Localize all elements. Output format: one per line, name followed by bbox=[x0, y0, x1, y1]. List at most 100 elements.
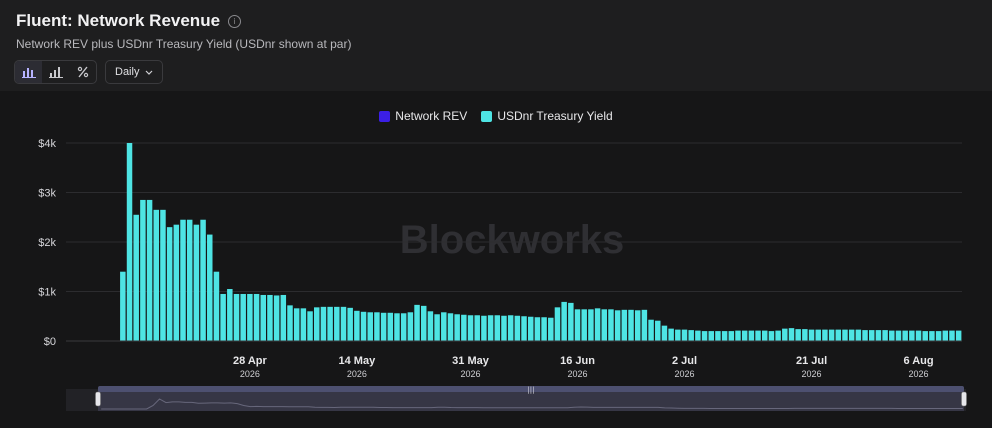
legend-item-network-rev[interactable]: Network REV bbox=[379, 109, 467, 123]
bar-treasury-yield bbox=[527, 316, 534, 341]
legend-label-treasury-yield: USDnr Treasury Yield bbox=[497, 109, 613, 123]
bar-treasury-yield bbox=[126, 143, 133, 341]
bar-treasury-yield bbox=[855, 329, 862, 341]
bar-treasury-yield bbox=[634, 310, 641, 341]
legend-swatch-network-rev bbox=[379, 110, 391, 122]
y-tick-label: $4k bbox=[38, 138, 56, 150]
navigator-track bbox=[66, 389, 966, 411]
bar-treasury-yield bbox=[628, 309, 634, 341]
bar-treasury-yield bbox=[441, 312, 447, 341]
bar-treasury-yield bbox=[762, 330, 768, 341]
stacked-bar-chart-button[interactable] bbox=[42, 61, 69, 83]
bar-treasury-yield bbox=[661, 325, 668, 341]
bar-treasury-yield bbox=[140, 199, 146, 341]
y-tick-label: $2k bbox=[38, 237, 56, 249]
legend-item-treasury-yield[interactable]: USDnr Treasury Yield bbox=[481, 109, 613, 123]
bar-treasury-yield bbox=[300, 308, 307, 341]
bar-treasury-yield bbox=[808, 329, 815, 341]
x-tick-year: 2026 bbox=[909, 369, 929, 379]
bar-treasury-yield bbox=[868, 330, 875, 341]
bar-treasury-yield bbox=[862, 330, 868, 341]
chart-type-toggle bbox=[14, 60, 97, 84]
navigator-series-line bbox=[101, 398, 963, 410]
bar-treasury-yield bbox=[741, 330, 748, 341]
x-tick-year: 2026 bbox=[568, 369, 588, 379]
chevron-down-icon bbox=[146, 70, 153, 75]
bar-treasury-yield bbox=[374, 312, 380, 341]
legend-swatch-treasury-yield bbox=[481, 110, 493, 122]
bar-treasury-yield bbox=[481, 315, 487, 341]
bar-treasury-yield bbox=[213, 271, 220, 341]
bar-treasury-yield bbox=[173, 224, 180, 341]
bar-treasury-yield bbox=[414, 304, 420, 341]
bar-treasury-yield bbox=[307, 311, 313, 341]
bar-treasury-yield bbox=[260, 294, 266, 341]
navigator-scrollbar bbox=[98, 386, 964, 392]
x-tick-year: 2026 bbox=[240, 369, 260, 379]
bar-treasury-yield bbox=[688, 330, 694, 341]
bar-treasury-yield bbox=[146, 199, 153, 341]
bar-treasury-yield bbox=[220, 293, 226, 341]
bar-treasury-yield bbox=[153, 209, 160, 341]
bar-treasury-yield bbox=[922, 331, 928, 341]
bar-treasury-yield bbox=[541, 317, 547, 341]
bar-chart-button[interactable] bbox=[15, 61, 42, 83]
bar-treasury-yield bbox=[320, 306, 327, 341]
bar-treasury-yield bbox=[588, 309, 594, 341]
bar-treasury-yield bbox=[474, 315, 480, 341]
bar-treasury-yield bbox=[909, 330, 915, 341]
x-tick-label: 31 May bbox=[452, 355, 490, 367]
bar-treasury-yield bbox=[875, 330, 882, 341]
bar-treasury-yield bbox=[935, 331, 942, 341]
bar-treasury-yield bbox=[681, 329, 688, 341]
bar-treasury-yield bbox=[614, 310, 621, 341]
percent-chart-button[interactable] bbox=[69, 61, 96, 83]
bar-treasury-yield bbox=[434, 314, 440, 341]
bar-treasury-yield bbox=[200, 219, 206, 341]
bar-treasury-yield bbox=[501, 315, 507, 341]
watermark-text: Blockworks bbox=[400, 218, 625, 262]
bar-treasury-yield bbox=[715, 331, 721, 341]
bar-treasury-yield bbox=[608, 309, 614, 341]
bar-treasury-yield bbox=[354, 310, 360, 341]
bar-treasury-yield bbox=[721, 331, 728, 341]
bar-treasury-yield bbox=[775, 330, 781, 341]
bar-treasury-yield bbox=[768, 331, 775, 341]
bar-treasury-yield bbox=[655, 320, 661, 341]
bar-treasury-yield bbox=[521, 316, 527, 341]
bar-treasury-yield bbox=[675, 329, 681, 341]
bar-treasury-yield bbox=[186, 219, 193, 341]
bar-treasury-yield bbox=[822, 329, 828, 341]
bar-treasury-yield bbox=[601, 309, 608, 341]
bar-treasury-yield bbox=[293, 308, 300, 341]
x-tick-year: 2026 bbox=[461, 369, 481, 379]
bar-treasury-yield bbox=[240, 293, 246, 341]
x-tick-year: 2026 bbox=[347, 369, 367, 379]
bar-treasury-yield bbox=[120, 271, 126, 341]
y-tick-label: $1k bbox=[38, 287, 56, 299]
bar-treasury-yield bbox=[327, 306, 333, 341]
bar-treasury-yield bbox=[594, 308, 601, 341]
bar-treasury-yield bbox=[314, 307, 320, 341]
bar-treasury-yield bbox=[447, 313, 454, 341]
bar-treasury-yield bbox=[929, 331, 935, 341]
bar-treasury-yield bbox=[568, 302, 574, 341]
bar-treasury-yield bbox=[160, 209, 166, 341]
bar-treasury-yield bbox=[581, 309, 587, 341]
chart-toolbar: Daily bbox=[14, 60, 164, 84]
navigator-handle[interactable] bbox=[95, 391, 101, 407]
interval-dropdown[interactable]: Daily bbox=[105, 60, 164, 84]
info-icon[interactable]: i bbox=[228, 14, 242, 28]
bar-treasury-yield bbox=[755, 330, 761, 341]
navigator-handle[interactable] bbox=[961, 391, 967, 407]
bar-treasury-yield bbox=[394, 313, 400, 341]
bar-treasury-yield bbox=[534, 317, 541, 341]
bar-treasury-yield bbox=[554, 307, 561, 341]
bar-treasury-yield bbox=[407, 312, 414, 341]
x-tick-label: 16 Jun bbox=[560, 355, 595, 367]
bar-treasury-yield bbox=[815, 329, 821, 341]
x-tick-label: 2 Jul bbox=[672, 355, 697, 367]
bar-treasury-yield bbox=[828, 329, 835, 341]
bar-treasury-yield bbox=[367, 312, 373, 341]
